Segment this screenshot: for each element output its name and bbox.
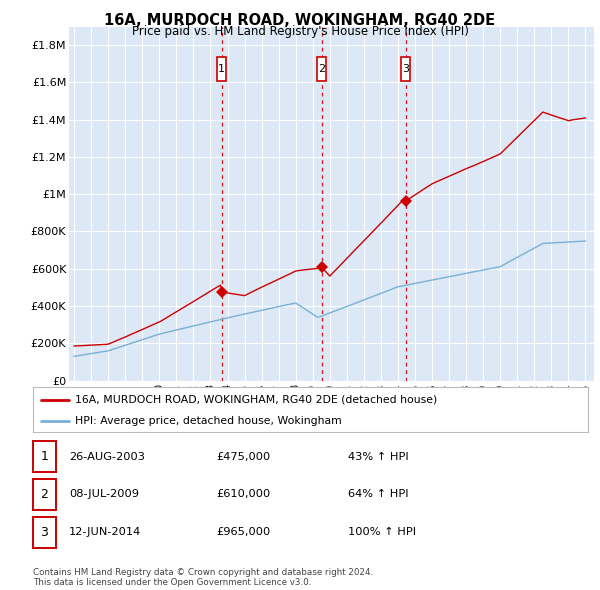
Text: 100% ↑ HPI: 100% ↑ HPI	[348, 527, 416, 537]
FancyBboxPatch shape	[217, 57, 226, 81]
Text: 1: 1	[218, 64, 225, 74]
Text: 3: 3	[402, 64, 409, 74]
FancyBboxPatch shape	[401, 57, 410, 81]
Text: 64% ↑ HPI: 64% ↑ HPI	[348, 490, 409, 499]
Text: £965,000: £965,000	[216, 527, 270, 537]
Text: 43% ↑ HPI: 43% ↑ HPI	[348, 452, 409, 461]
Text: 26-AUG-2003: 26-AUG-2003	[69, 452, 145, 461]
Text: £610,000: £610,000	[216, 490, 270, 499]
FancyBboxPatch shape	[317, 57, 326, 81]
Text: £475,000: £475,000	[216, 452, 270, 461]
Text: 12-JUN-2014: 12-JUN-2014	[69, 527, 141, 537]
Text: Price paid vs. HM Land Registry's House Price Index (HPI): Price paid vs. HM Land Registry's House …	[131, 25, 469, 38]
Text: HPI: Average price, detached house, Wokingham: HPI: Average price, detached house, Woki…	[74, 416, 341, 425]
Text: 2: 2	[318, 64, 325, 74]
Text: 1: 1	[40, 450, 49, 463]
Text: 16A, MURDOCH ROAD, WOKINGHAM, RG40 2DE (detached house): 16A, MURDOCH ROAD, WOKINGHAM, RG40 2DE (…	[74, 395, 437, 405]
Text: 3: 3	[40, 526, 49, 539]
Text: 2: 2	[40, 488, 49, 501]
Text: 08-JUL-2009: 08-JUL-2009	[69, 490, 139, 499]
Text: Contains HM Land Registry data © Crown copyright and database right 2024.
This d: Contains HM Land Registry data © Crown c…	[33, 568, 373, 587]
Text: 16A, MURDOCH ROAD, WOKINGHAM, RG40 2DE: 16A, MURDOCH ROAD, WOKINGHAM, RG40 2DE	[104, 13, 496, 28]
